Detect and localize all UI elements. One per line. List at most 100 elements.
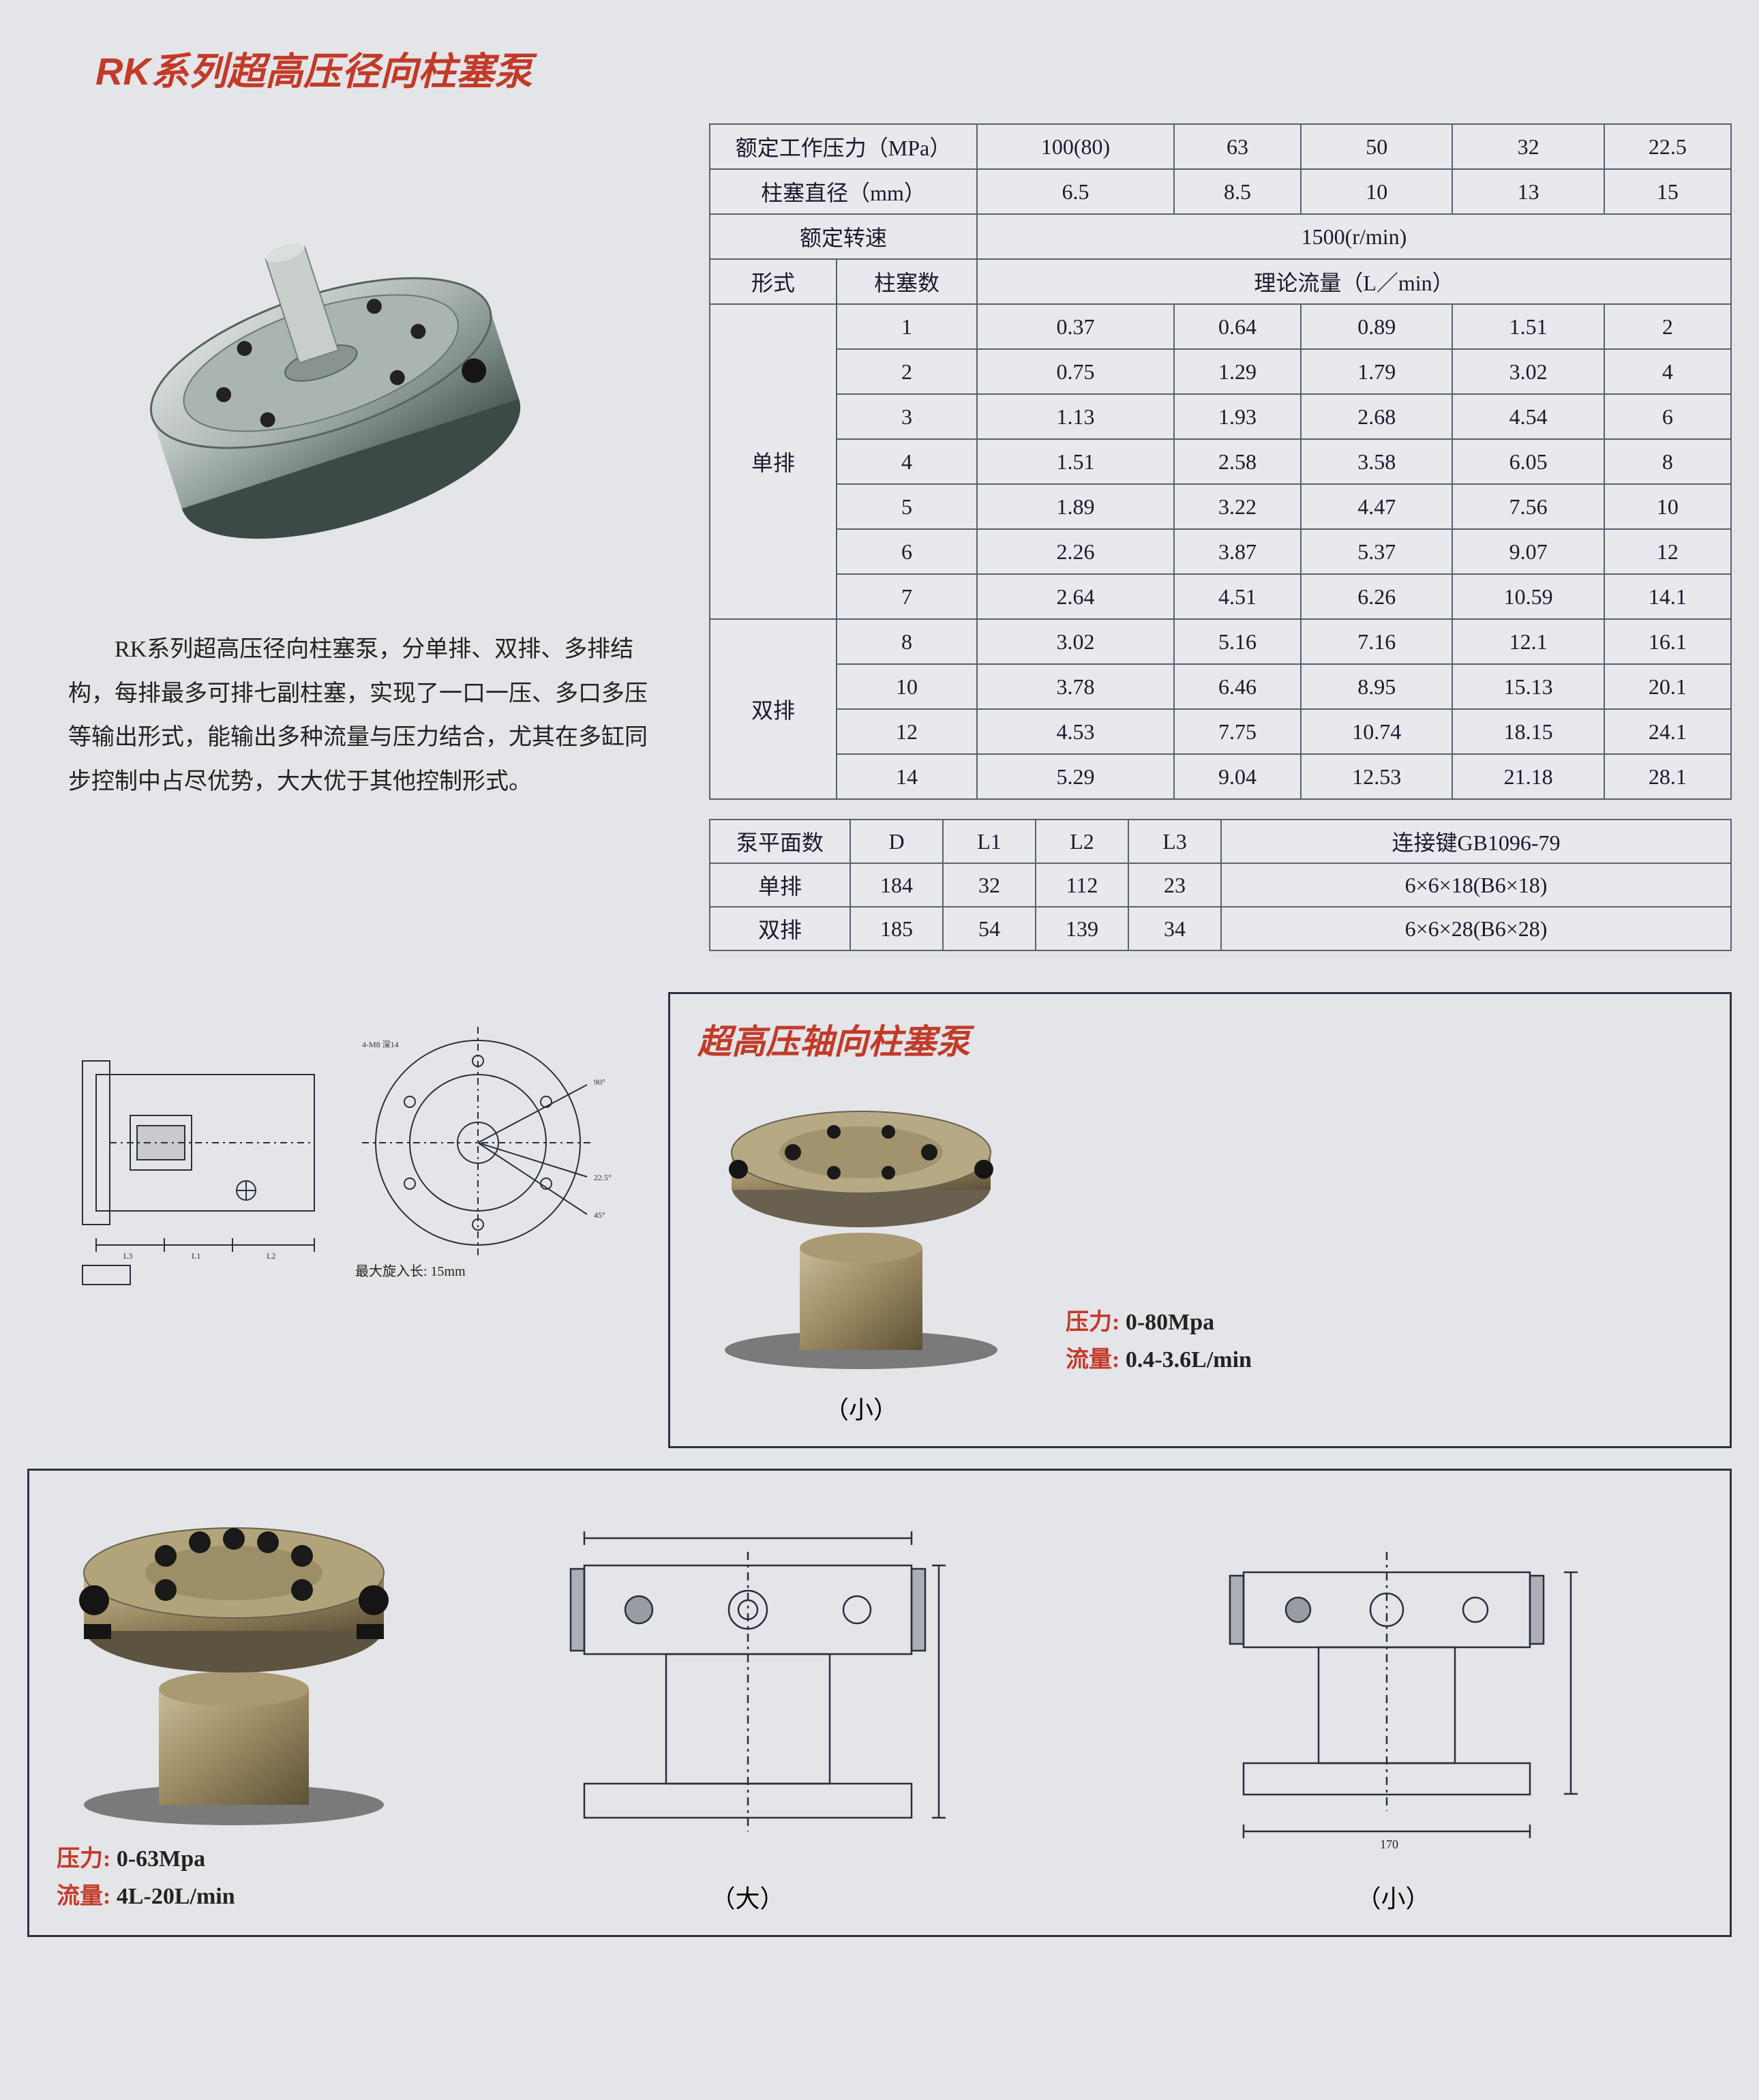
svg-text:L3: L3: [123, 1251, 132, 1261]
cell: 63: [1174, 124, 1301, 169]
axial-pump-box: 超高压轴向柱塞泵: [668, 992, 1732, 1448]
axial-small-specs: 压力: 0-80Mpa 流量: 0.4-3.6L/min: [1066, 1299, 1252, 1426]
diag-small-label: （小）: [1084, 1879, 1702, 1915]
pressure-label: 压力:: [1066, 1310, 1119, 1335]
axial-pump-small-photo: （小）: [697, 1077, 1025, 1426]
t2-cell: 184: [850, 863, 943, 907]
plunger-count: 4: [837, 439, 977, 484]
large-pressure-label: 压力:: [57, 1846, 110, 1872]
cell: 10: [1301, 169, 1452, 214]
spec-table-1: 额定工作压力（MPa） 100(80) 63 50 32 22.5 柱塞直径（m…: [709, 123, 1732, 800]
svg-text:45°: 45°: [594, 1210, 605, 1220]
flow-cell: 1.29: [1174, 349, 1301, 394]
t2-header: L1: [943, 820, 1036, 863]
flow-cell: 15.13: [1452, 664, 1604, 709]
rk-tech-drawing: L3 L1 L2 90° 22: [27, 992, 641, 1448]
flow-cell: 5.16: [1174, 619, 1301, 664]
cell: 22.5: [1604, 124, 1731, 169]
cell: 8.5: [1174, 169, 1301, 214]
flow-cell: 12.1: [1452, 619, 1604, 664]
plunger-count: 5: [837, 484, 977, 529]
flow-cell: 3.02: [1452, 349, 1604, 394]
left-column: RK系列超高压径向柱塞泵，分单排、双排、多排结构，每排最多可排七副柱塞，实现了一…: [27, 123, 668, 951]
flow-cell: 2.58: [1174, 439, 1301, 484]
plunger-count: 3: [837, 394, 977, 439]
plunger-count: 2: [837, 349, 977, 394]
t2-header: 连接键GB1096-79: [1221, 820, 1731, 863]
flow-cell: 7.56: [1452, 484, 1604, 529]
flow-cell: 4.47: [1301, 484, 1452, 529]
flow-label: 流量:: [1066, 1347, 1119, 1372]
bottom-section: L3 L1 L2 90° 22: [27, 992, 1732, 1448]
t2-cell: 185: [850, 907, 943, 950]
flow-cell: 2.26: [977, 529, 1174, 574]
t2-cell: 32: [943, 863, 1036, 907]
flow-cell: 6.46: [1174, 664, 1301, 709]
t2-cell: 23: [1128, 863, 1221, 907]
t2-cell: 6×6×18(B6×18): [1221, 863, 1731, 907]
speed-value: 1500(r/min): [977, 214, 1731, 259]
t2-cell: 双排: [710, 907, 850, 950]
flow-cell: 0.37: [977, 304, 1174, 349]
flow-cell: 0.75: [977, 349, 1174, 394]
t2-header: 泵平面数: [710, 820, 850, 863]
axial-large-drawing: （大）: [438, 1510, 1057, 1915]
flow-cell: 24.1: [1604, 709, 1731, 754]
large-flow-label: 流量:: [57, 1884, 110, 1909]
flow-header: 理论流量（L／min）: [977, 259, 1731, 304]
flow-cell: 12.53: [1301, 754, 1452, 799]
flow-cell: 20.1: [1604, 664, 1731, 709]
axial-large-photo-block: 压力: 0-63Mpa 流量: 4L-20L/min: [57, 1491, 411, 1915]
flow-cell: 6.26: [1301, 574, 1452, 619]
flow-cell: 10.74: [1301, 709, 1452, 754]
flow-cell: 2.68: [1301, 394, 1452, 439]
t2-cell: 单排: [710, 863, 850, 907]
large-flow-value: 4L-20L/min: [117, 1884, 235, 1909]
flow-cell: 3.22: [1174, 484, 1301, 529]
svg-text:L1: L1: [192, 1251, 200, 1261]
diameter-header: 柱塞直径（mm）: [710, 169, 977, 214]
large-pressure-value: 0-63Mpa: [117, 1846, 205, 1872]
flow-cell: 7.16: [1301, 619, 1452, 664]
flow-cell: 9.07: [1452, 529, 1604, 574]
svg-text:90°: 90°: [594, 1077, 605, 1087]
t2-header: D: [850, 820, 943, 863]
flow-cell: 1.93: [1174, 394, 1301, 439]
cell: 50: [1301, 124, 1452, 169]
cell: 15: [1604, 169, 1731, 214]
flow-cell: 1.89: [977, 484, 1174, 529]
diag-large-label: （大）: [438, 1879, 1057, 1915]
form-header: 形式: [710, 259, 837, 304]
flow-cell: 18.15: [1452, 709, 1604, 754]
plunger-count: 12: [837, 709, 977, 754]
flow-cell: 1.51: [977, 439, 1174, 484]
flow-cell: 8.95: [1301, 664, 1452, 709]
flow-cell: 6.05: [1452, 439, 1604, 484]
t2-cell: 54: [943, 907, 1036, 950]
flow-cell: 0.89: [1301, 304, 1452, 349]
axial-small-drawing: 170 （小）: [1084, 1510, 1702, 1915]
flow-cell: 9.04: [1174, 754, 1301, 799]
flow-cell: 3.78: [977, 664, 1174, 709]
flow-cell: 16.1: [1604, 619, 1731, 664]
flow-cell: 0.64: [1174, 304, 1301, 349]
svg-text:4-M8 深14: 4-M8 深14: [362, 1040, 399, 1049]
flow-cell: 3.87: [1174, 529, 1301, 574]
single-row-label: 单排: [710, 304, 837, 619]
t2-header: L2: [1036, 820, 1128, 863]
flow-cell: 10: [1604, 484, 1731, 529]
flow-cell: 5.29: [977, 754, 1174, 799]
plunger-count: 14: [837, 754, 977, 799]
double-row-label: 双排: [710, 619, 837, 799]
flow-cell: 5.37: [1301, 529, 1452, 574]
t2-cell: 6×6×28(B6×28): [1221, 907, 1731, 950]
flow-cell: 3.02: [977, 619, 1174, 664]
flow-value: 0.4-3.6L/min: [1126, 1347, 1252, 1372]
flow-cell: 2.64: [977, 574, 1174, 619]
bottom-detail-box: 压力: 0-63Mpa 流量: 4L-20L/min （大）: [27, 1469, 1732, 1937]
drawing-note: 最大旋入长: 15mm: [355, 1263, 466, 1279]
t2-cell: 112: [1036, 863, 1128, 907]
flow-cell: 6: [1604, 394, 1731, 439]
plunger-count: 8: [837, 619, 977, 664]
speed-header: 额定转速: [710, 214, 977, 259]
